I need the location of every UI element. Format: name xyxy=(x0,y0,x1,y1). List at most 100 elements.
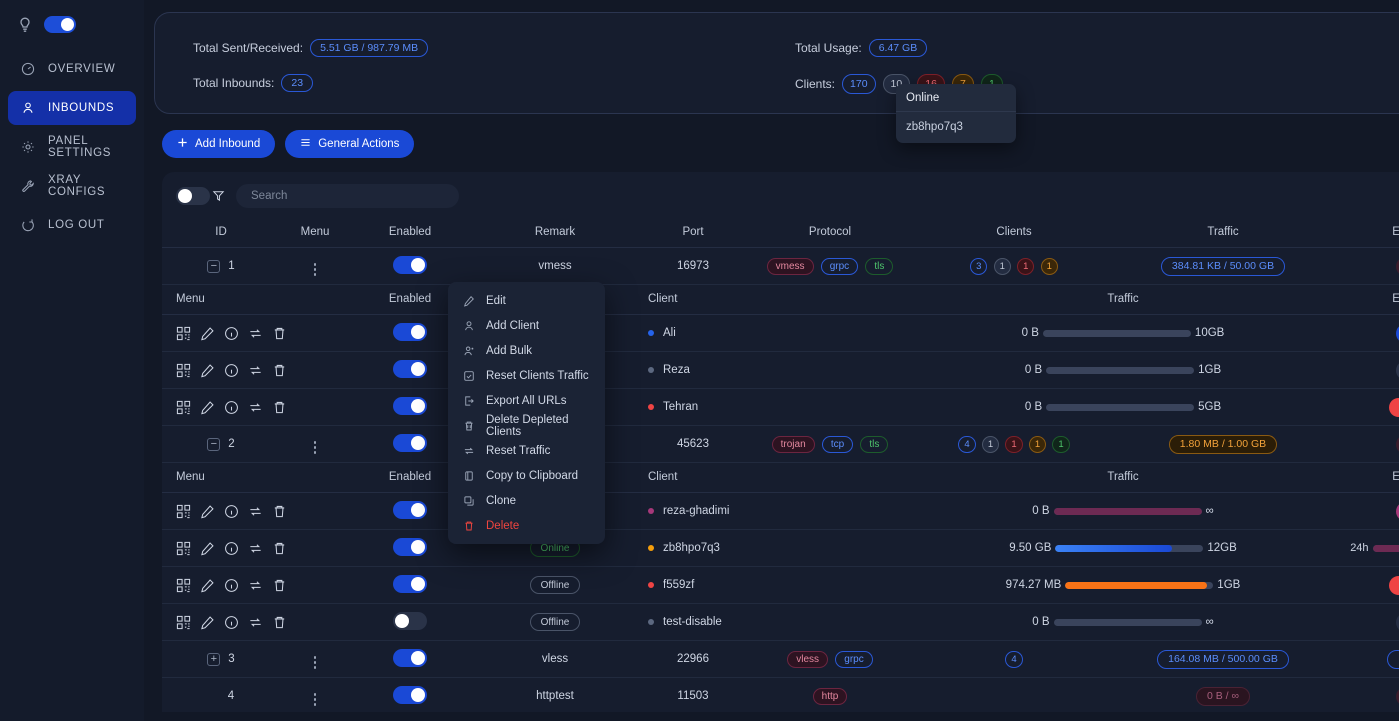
edit-pencil-icon[interactable] xyxy=(200,363,215,378)
edit-pencil-icon[interactable] xyxy=(200,578,215,593)
plus-icon xyxy=(177,137,188,151)
row-enabled-toggle[interactable] xyxy=(393,685,427,704)
client-color-dot xyxy=(648,404,654,410)
row-enabled-toggle[interactable] xyxy=(393,255,427,274)
table-row[interactable]: − 1 vmess 16973 vmess grpc tls xyxy=(162,247,1399,285)
context-menu-item-copy-to-clipboard[interactable]: Copy to Clipboard xyxy=(448,463,605,488)
info-icon[interactable] xyxy=(224,326,239,341)
context-menu-item-add-bulk[interactable]: Add Bulk xyxy=(448,338,605,363)
context-menu-item-add-client[interactable]: Add Client xyxy=(448,313,605,338)
search-input[interactable] xyxy=(249,189,446,203)
select-all-toggle[interactable] xyxy=(176,187,210,205)
edit-pencil-icon[interactable] xyxy=(200,541,215,556)
hamburger-icon xyxy=(300,137,311,151)
context-menu-item-delete[interactable]: Delete xyxy=(448,513,605,538)
qrcode-icon[interactable] xyxy=(176,578,191,593)
client-row[interactable]: Offline Tehran 0 B 5GB xyxy=(162,388,1399,426)
info-icon[interactable] xyxy=(224,363,239,378)
info-icon[interactable] xyxy=(224,578,239,593)
theme-toggle[interactable] xyxy=(44,16,76,33)
client-row[interactable]: Offline Ali 0 B 10GB 2 xyxy=(162,314,1399,352)
table-row[interactable]: 4 httptest 11503 http 0 B / ∞ ∞ xyxy=(162,677,1399,712)
delete-icon[interactable] xyxy=(272,541,287,556)
edit-pencil-icon[interactable] xyxy=(200,504,215,519)
row-expander[interactable]: − xyxy=(207,437,221,451)
search-input-wrap[interactable] xyxy=(236,184,459,208)
reset-traffic-icon[interactable] xyxy=(248,541,263,556)
client-row[interactable]: Offline Reza 0 B 1GB 3 xyxy=(162,351,1399,389)
qrcode-icon[interactable] xyxy=(176,363,191,378)
row-menu-button[interactable] xyxy=(313,656,317,669)
reset-traffic-icon[interactable] xyxy=(248,400,263,415)
cell-enabled xyxy=(350,677,470,712)
sidebar-item-xray-configs[interactable]: XRAY CONFIGS xyxy=(8,169,136,203)
row-menu-button[interactable] xyxy=(313,693,317,706)
context-menu-item-label: Copy to Clipboard xyxy=(486,469,579,482)
clients-badge-total[interactable]: 170 xyxy=(842,74,876,94)
qrcode-icon[interactable] xyxy=(176,504,191,519)
client-row[interactable]: Offline test-disable 0 B ∞ xyxy=(162,603,1399,641)
client-row[interactable]: Online zb8hpo7q3 9.50 GB 12GB xyxy=(162,529,1399,567)
edit-pencil-icon[interactable] xyxy=(200,615,215,630)
context-menu-item-reset-traffic[interactable]: Reset Traffic xyxy=(448,438,605,463)
client-enabled-toggle[interactable] xyxy=(393,537,427,556)
row-menu-button[interactable] xyxy=(313,263,317,276)
client-enabled-toggle[interactable] xyxy=(393,611,427,630)
context-menu-item-delete-depleted-clients[interactable]: Delete Depleted Clients xyxy=(448,413,605,438)
client-enabled-toggle[interactable] xyxy=(393,396,427,415)
context-menu-item-clone[interactable]: Clone xyxy=(448,488,605,513)
delete-icon[interactable] xyxy=(272,504,287,519)
traffic-pill: 0 B / ∞ xyxy=(1196,686,1250,706)
users-bulk-icon xyxy=(462,344,475,357)
sidebar-item-inbounds[interactable]: INBOUNDS xyxy=(8,91,136,125)
sidebar-item-log-out[interactable]: LOG OUT xyxy=(8,208,136,242)
delete-icon[interactable] xyxy=(272,615,287,630)
panel-filter-row xyxy=(162,172,1399,218)
reset-traffic-icon[interactable] xyxy=(248,326,263,341)
filter-icon[interactable] xyxy=(212,189,226,203)
context-menu-item-export-all-urls[interactable]: Export All URLs xyxy=(448,388,605,413)
gear-icon xyxy=(20,140,35,155)
qrcode-icon[interactable] xyxy=(176,400,191,415)
client-enabled-toggle[interactable] xyxy=(393,574,427,593)
context-menu-item-edit[interactable]: Edit xyxy=(448,288,605,313)
reset-traffic-icon[interactable] xyxy=(248,363,263,378)
table-row[interactable]: − 2 trojan test 45623 trojan tcp tls 4 xyxy=(162,425,1399,463)
client-enabled-toggle[interactable] xyxy=(393,359,427,378)
edit-pencil-icon[interactable] xyxy=(200,400,215,415)
edit-pencil-icon[interactable] xyxy=(200,326,215,341)
qrcode-icon[interactable] xyxy=(176,326,191,341)
context-menu-item-reset-clients-traffic[interactable]: Reset Clients Traffic xyxy=(448,363,605,388)
info-icon[interactable] xyxy=(224,541,239,556)
traffic-total: ∞ xyxy=(1205,505,1214,517)
table-row[interactable]: + 3 vless 22966 vless grpc 4 1 xyxy=(162,640,1399,678)
cell-protocol: trojan tcp tls xyxy=(746,425,914,463)
row-enabled-toggle[interactable] xyxy=(393,648,427,667)
client-row[interactable]: Offline reza-ghadimi 0 B ∞ xyxy=(162,492,1399,530)
row-id: 1 xyxy=(228,260,235,272)
client-row[interactable]: Offline f559zf 974.27 MB 1GB xyxy=(162,566,1399,604)
row-expander[interactable]: − xyxy=(207,259,221,273)
delete-icon[interactable] xyxy=(272,326,287,341)
sub-col-expiry: Expiry Date xyxy=(1332,462,1399,493)
client-enabled-toggle[interactable] xyxy=(393,500,427,519)
add-inbound-button[interactable]: Add Inbound xyxy=(162,130,276,158)
sidebar-item-overview[interactable]: OVERVIEW xyxy=(8,52,136,86)
sidebar-item-panel-settings[interactable]: PANEL SETTINGS xyxy=(8,130,136,164)
row-expander[interactable]: + xyxy=(207,652,221,666)
info-icon[interactable] xyxy=(224,504,239,519)
info-icon[interactable] xyxy=(224,615,239,630)
qrcode-icon[interactable] xyxy=(176,615,191,630)
row-enabled-toggle[interactable] xyxy=(393,433,427,452)
reset-traffic-icon[interactable] xyxy=(248,615,263,630)
delete-icon[interactable] xyxy=(272,578,287,593)
general-actions-button[interactable]: General Actions xyxy=(285,130,415,158)
delete-icon[interactable] xyxy=(272,400,287,415)
delete-icon[interactable] xyxy=(272,363,287,378)
reset-traffic-icon[interactable] xyxy=(248,578,263,593)
info-icon[interactable] xyxy=(224,400,239,415)
row-menu-button[interactable] xyxy=(313,441,317,454)
reset-traffic-icon[interactable] xyxy=(248,504,263,519)
client-enabled-toggle[interactable] xyxy=(393,322,427,341)
qrcode-icon[interactable] xyxy=(176,541,191,556)
